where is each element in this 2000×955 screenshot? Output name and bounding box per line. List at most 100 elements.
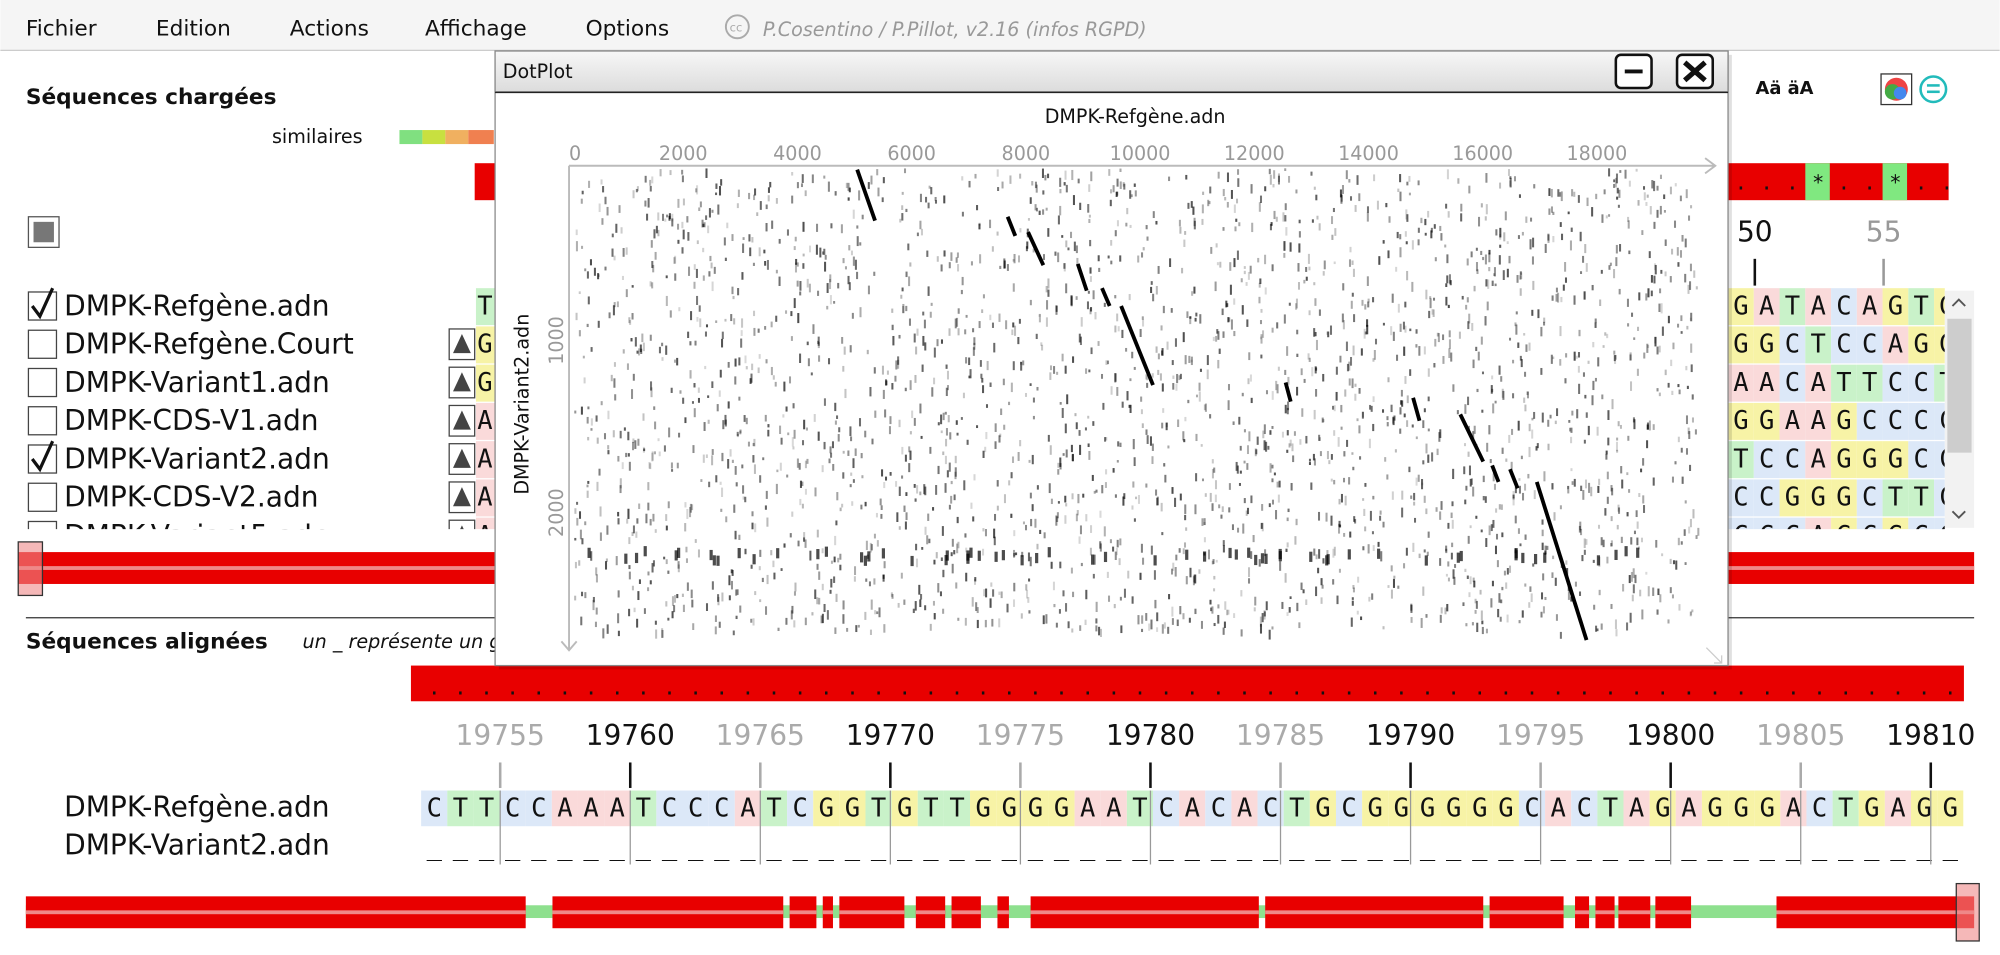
dot — [1128, 404, 1131, 408]
checkbox[interactable] — [27, 520, 58, 549]
dot — [1613, 350, 1616, 355]
dot — [930, 302, 933, 306]
dot — [1456, 552, 1460, 563]
minimize-button[interactable] — [1614, 53, 1653, 90]
dot — [1356, 610, 1359, 615]
dot — [1010, 472, 1013, 479]
dot — [1390, 404, 1393, 413]
menu-item[interactable]: Affichage — [425, 16, 527, 41]
dot — [1425, 289, 1428, 300]
dot — [1203, 404, 1206, 411]
dot — [1175, 554, 1178, 561]
dot — [1029, 197, 1032, 204]
checkbox[interactable] — [27, 406, 58, 436]
dot — [1427, 531, 1430, 538]
close-button[interactable] — [1675, 53, 1715, 90]
dot — [791, 511, 794, 517]
dot — [1529, 239, 1532, 250]
dot — [1542, 606, 1545, 614]
dot — [979, 254, 982, 264]
dot — [1569, 427, 1572, 432]
dot — [1688, 431, 1691, 439]
dot — [1645, 201, 1648, 206]
checkbox[interactable] — [27, 482, 58, 512]
checkbox[interactable] — [27, 367, 58, 398]
base: G — [477, 330, 492, 360]
dot — [705, 324, 709, 328]
dot — [1333, 479, 1336, 485]
dot — [1333, 546, 1336, 556]
dot — [817, 340, 820, 345]
font-buttons[interactable]: Aä äA — [1756, 78, 1814, 99]
dot — [964, 329, 967, 335]
dot — [1236, 250, 1239, 260]
dot — [1552, 236, 1555, 243]
dot — [1010, 382, 1013, 393]
dot — [1098, 626, 1101, 636]
dot — [1518, 478, 1521, 481]
dot — [1481, 626, 1484, 635]
dot — [1411, 240, 1414, 250]
dot — [1401, 490, 1404, 500]
dot — [674, 255, 677, 264]
dot — [1064, 515, 1067, 524]
dot — [1587, 425, 1590, 436]
dot — [968, 375, 971, 379]
dot — [910, 555, 914, 567]
section-title: Séquences chargées — [26, 85, 277, 110]
dot — [1580, 271, 1583, 275]
dot — [1271, 327, 1274, 333]
dot — [1691, 417, 1695, 423]
move-up-button[interactable] — [448, 519, 476, 551]
dot — [804, 488, 807, 495]
dot — [1099, 510, 1102, 518]
dot — [1607, 437, 1610, 446]
menu-item[interactable]: Options — [586, 16, 670, 41]
dot — [1535, 446, 1538, 451]
dot — [1248, 431, 1251, 442]
dot — [619, 478, 622, 489]
color-icons[interactable] — [1880, 73, 1948, 106]
dot — [752, 442, 755, 447]
base-cell — [551, 790, 578, 827]
dot — [960, 289, 963, 295]
dot — [973, 578, 977, 585]
menu-item[interactable]: Fichier — [26, 16, 97, 41]
checkbox[interactable] — [27, 329, 58, 359]
dot — [1116, 386, 1119, 396]
dot — [945, 364, 948, 369]
dot — [1360, 348, 1363, 356]
dot — [1301, 408, 1304, 417]
dot — [1438, 432, 1441, 442]
dot — [1519, 288, 1522, 296]
dot — [1185, 549, 1189, 560]
dot — [595, 415, 598, 422]
dot — [1352, 268, 1355, 277]
dot — [1095, 618, 1098, 624]
dot — [1358, 387, 1361, 394]
scrollbar[interactable] — [1944, 290, 1975, 528]
dot — [1073, 241, 1076, 252]
dot — [1690, 343, 1693, 353]
dot — [1472, 577, 1475, 583]
dot — [1220, 514, 1223, 519]
dot — [1567, 591, 1570, 600]
dot — [918, 584, 921, 595]
dot — [827, 358, 831, 365]
checkbox[interactable] — [27, 291, 58, 321]
dot — [925, 196, 928, 203]
dot — [677, 564, 680, 573]
dot — [847, 275, 850, 285]
dot — [1488, 252, 1491, 263]
consensus-cell — [1805, 163, 1830, 201]
dot — [830, 560, 833, 564]
dot — [1300, 582, 1303, 590]
overview-bottom[interactable] — [25, 882, 1980, 942]
menu-item[interactable]: Actions — [290, 16, 369, 41]
dot — [994, 423, 997, 432]
overview-thumb[interactable] — [1955, 882, 1980, 942]
dot — [1250, 397, 1253, 404]
dot — [1530, 593, 1533, 603]
base-cell — [1882, 288, 1909, 326]
menu-item[interactable]: Edition — [156, 16, 231, 41]
